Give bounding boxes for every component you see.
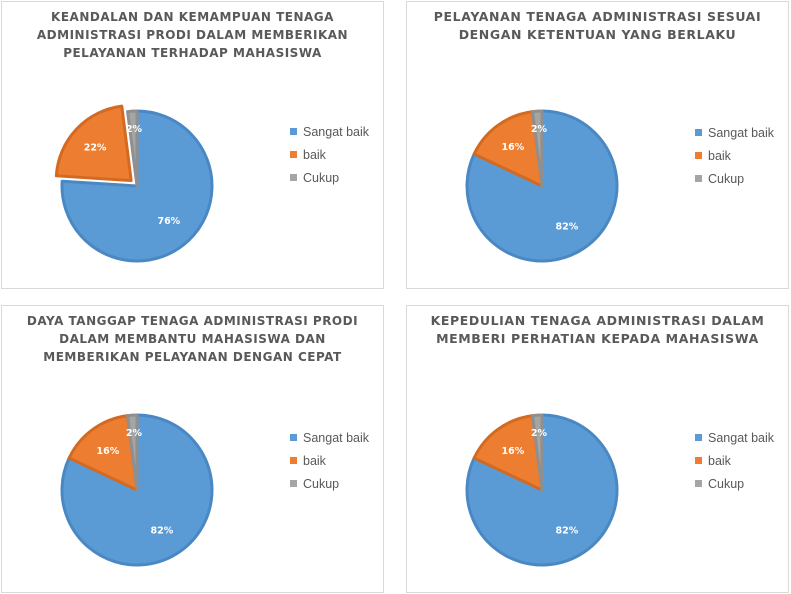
legend-swatch (695, 152, 702, 159)
pie-slice-baik (472, 110, 544, 188)
legend-item-cukup: Cukup (290, 171, 369, 194)
legend-swatch (695, 457, 702, 464)
data-label-baik: 22% (84, 143, 107, 154)
legend-item-baik: baik (695, 149, 774, 172)
legend-item-baik: baik (290, 454, 369, 477)
pie-slice-baik (472, 414, 544, 492)
legend-label: baik (708, 454, 731, 468)
legend-swatch (290, 480, 297, 487)
chart-panel-keandalan: KEANDALAN DAN KEMAMPUAN TENAGA ADMINISTR… (1, 1, 384, 289)
chart-legend: Sangat baik baik Cukup (695, 431, 774, 500)
legend-label: baik (708, 149, 731, 163)
legend-swatch (290, 151, 297, 158)
pie-chart: 76% 22% 2% (54, 104, 214, 263)
legend-label: Cukup (708, 172, 745, 186)
data-label-cukup: 2% (126, 428, 143, 439)
legend-swatch (695, 434, 702, 441)
pie-slice-cukup (531, 413, 544, 492)
legend-label: Sangat baik (303, 431, 370, 445)
pie-chart: 82% 16% 2% (465, 109, 619, 263)
legend-label: Cukup (708, 477, 745, 491)
legend-item-cukup: Cukup (290, 477, 369, 500)
legend-item-sangat-baik: Sangat baik (290, 431, 369, 454)
legend-label: Cukup (303, 477, 340, 491)
chart-legend: Sangat baik baik Cukup (290, 431, 369, 500)
legend-label: Cukup (303, 171, 340, 185)
chart-title: DAYA TANGGAP TENAGA ADMINISTRASI PRODI D… (26, 314, 359, 364)
pie-slice-sangat-baik (60, 109, 214, 263)
data-label-cukup: 2% (531, 428, 548, 439)
legend-label: Sangat baik (708, 431, 775, 445)
legend-swatch (695, 175, 702, 182)
legend-item-sangat-baik: Sangat baik (695, 431, 774, 454)
pie-slice-cukup (126, 413, 139, 492)
legend-label: Sangat baik (708, 126, 775, 140)
chart-legend: Sangat baik baik Cukup (290, 125, 369, 194)
pie-slice-cukup (126, 109, 139, 188)
data-label-cukup: 2% (126, 124, 143, 135)
legend-label: baik (303, 148, 326, 162)
pie-chart: 82% 16% 2% (60, 413, 214, 567)
data-label-sangat-baik: 82% (556, 525, 579, 536)
legend-item-cukup: Cukup (695, 477, 774, 500)
legend-item-sangat-baik: Sangat baik (290, 125, 369, 148)
legend-item-cukup: Cukup (695, 172, 774, 195)
legend-swatch (290, 434, 297, 441)
chart-title: KEANDALAN DAN KEMAMPUAN TENAGA ADMINISTR… (36, 10, 349, 60)
chart-legend: Sangat baik baik Cukup (695, 126, 774, 195)
legend-label: Sangat baik (303, 125, 370, 139)
chart-panel-kepedulian: KEPEDULIAN TENAGA ADMINISTRASI DALAM MEM… (406, 305, 789, 593)
pie-slice-baik (67, 414, 139, 492)
legend-item-sangat-baik: Sangat baik (695, 126, 774, 149)
pie-slice-baik (54, 104, 133, 183)
chart-panel-pelayanan: PELAYANAN TENAGA ADMINISTRASI SESUAI DEN… (406, 1, 789, 289)
legend-item-baik: baik (290, 148, 369, 171)
data-label-cukup: 2% (531, 124, 548, 135)
chart-panel-daya-tanggap: DAYA TANGGAP TENAGA ADMINISTRASI PRODI D… (1, 305, 384, 593)
pie-chart: 82% 16% 2% (465, 413, 619, 567)
data-label-sangat-baik: 76% (157, 216, 180, 227)
data-label-baik: 16% (97, 446, 120, 457)
data-label-sangat-baik: 82% (151, 525, 174, 536)
chart-title: KEPEDULIAN TENAGA ADMINISTRASI DALAM MEM… (430, 313, 765, 346)
data-label-baik: 16% (502, 142, 525, 153)
pie-slice-cukup (531, 109, 544, 188)
legend-item-baik: baik (695, 454, 774, 477)
legend-swatch (695, 129, 702, 136)
chart-title: PELAYANAN TENAGA ADMINISTRASI SESUAI DEN… (433, 9, 762, 42)
legend-swatch (290, 174, 297, 181)
legend-swatch (290, 128, 297, 135)
legend-label: baik (303, 454, 326, 468)
legend-swatch (695, 480, 702, 487)
data-label-baik: 16% (502, 446, 525, 457)
legend-swatch (290, 457, 297, 464)
data-label-sangat-baik: 82% (556, 221, 579, 232)
